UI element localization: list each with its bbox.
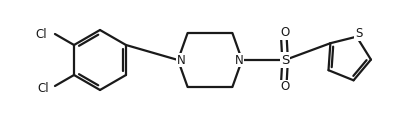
Text: N: N (235, 54, 243, 66)
Text: Cl: Cl (36, 28, 47, 40)
Text: N: N (177, 54, 186, 66)
Text: S: S (355, 27, 362, 40)
Text: S: S (281, 54, 289, 66)
Text: O: O (280, 26, 290, 40)
Text: O: O (280, 80, 290, 94)
Text: Cl: Cl (38, 82, 49, 94)
